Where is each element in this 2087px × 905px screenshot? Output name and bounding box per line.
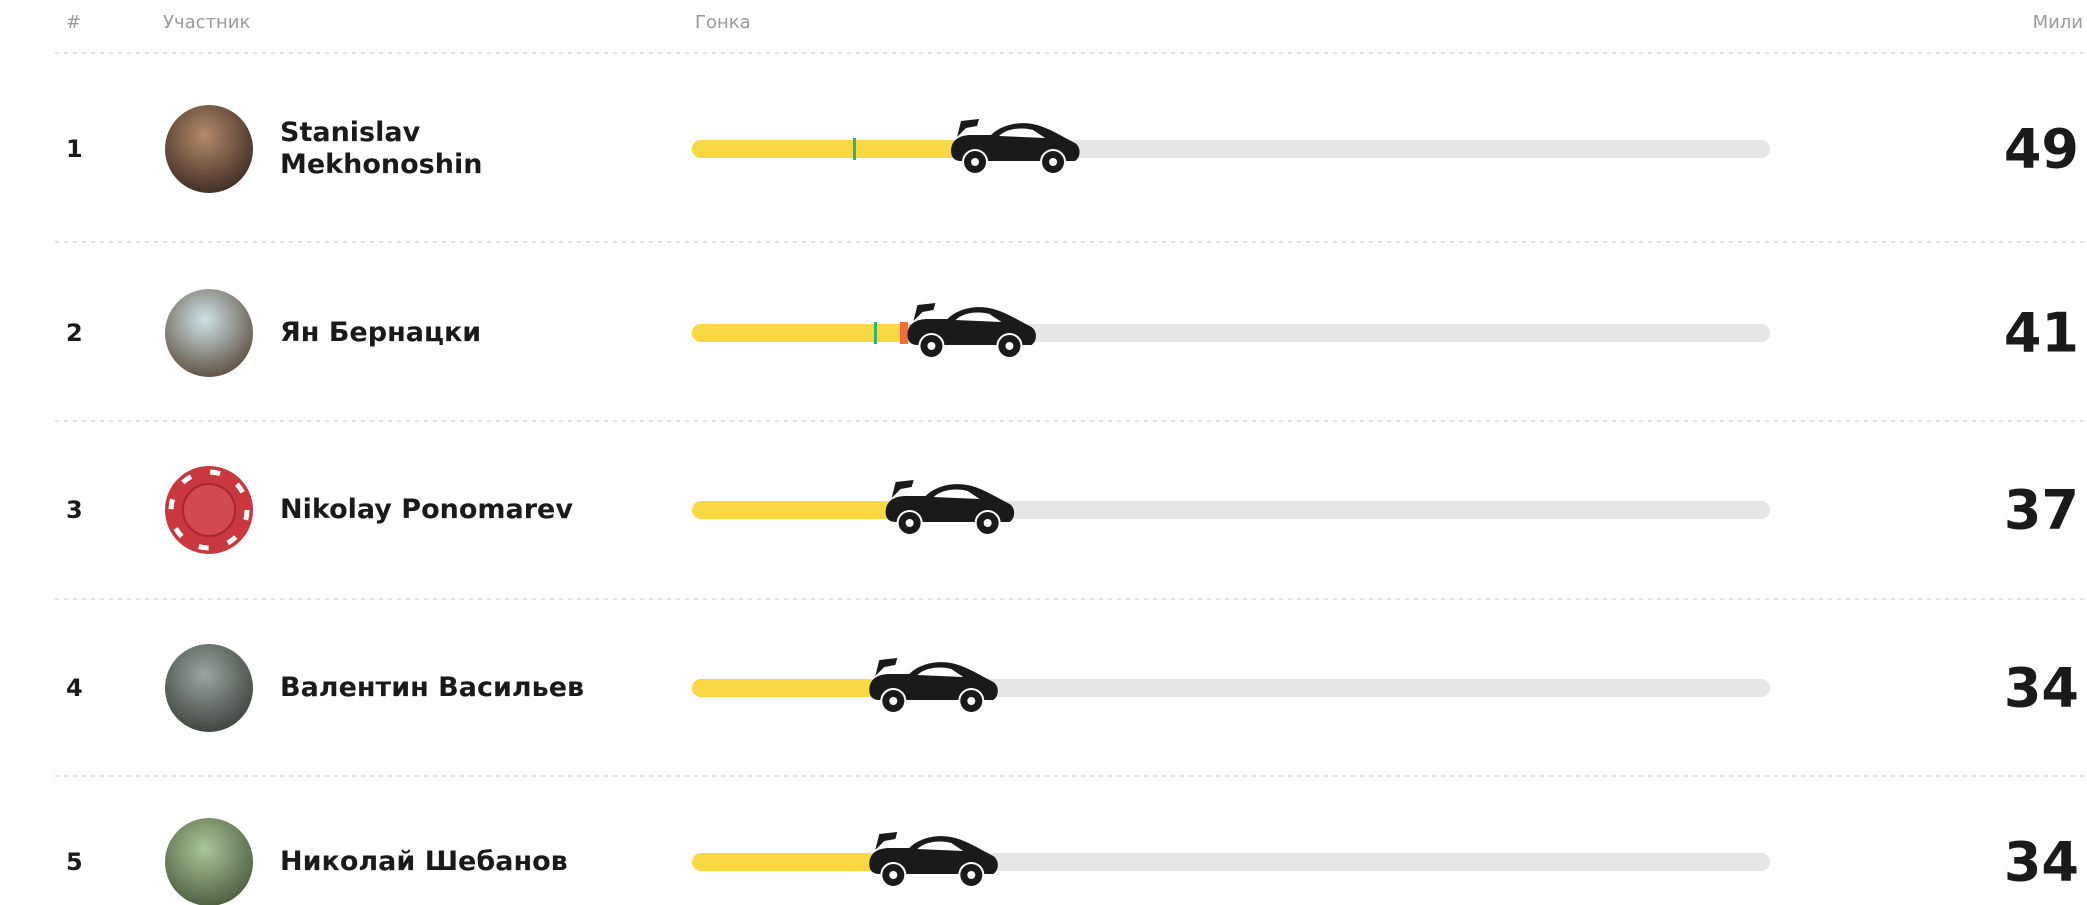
header-participant: Участник [163, 12, 250, 33]
race-progress [692, 140, 959, 158]
car-hub [984, 519, 992, 527]
marker [900, 322, 908, 344]
car-hub [1005, 342, 1013, 350]
car-hub [971, 158, 979, 166]
car-spoiler [892, 480, 914, 498]
car-icon [951, 119, 1080, 174]
participant-name: Stanislav Mekhonoshin [280, 117, 630, 181]
rank: 4 [66, 674, 96, 702]
header-race: Гонка [695, 12, 751, 33]
car-hub [889, 871, 897, 879]
avatar-inner [183, 484, 235, 536]
miles-value: 49 [2004, 118, 2079, 181]
header-rank: # [66, 12, 81, 33]
race-progress [692, 853, 877, 871]
participant-name: Валентин Васильев [280, 672, 630, 704]
car-icon [886, 480, 1015, 535]
car-hub [967, 697, 975, 705]
leaderboard-page: # Участник Гонка Мили (() => { const dat… [0, 0, 2087, 905]
marker [874, 322, 877, 344]
car-hub [1049, 158, 1057, 166]
car-hub [927, 342, 935, 350]
miles-value: 41 [2004, 302, 2079, 365]
car-icon [869, 832, 998, 887]
car-spoiler [957, 119, 979, 137]
car-hub [906, 519, 914, 527]
car-hub [889, 697, 897, 705]
rank: 1 [66, 135, 96, 163]
avatar [165, 289, 253, 377]
header-miles: Мили [2033, 12, 2083, 33]
rank: 5 [66, 848, 96, 876]
miles-value: 34 [2004, 657, 2079, 720]
car-hub [967, 871, 975, 879]
car-spoiler [913, 303, 935, 321]
avatar [165, 818, 253, 905]
avatar [165, 644, 253, 732]
avatar [165, 105, 253, 193]
race-progress [692, 679, 877, 697]
car-spoiler [875, 832, 897, 850]
car-spoiler [875, 658, 897, 676]
car-icon [907, 303, 1035, 358]
participant-name: Ян Бернацки [280, 317, 630, 349]
rank: 2 [66, 319, 96, 347]
car-icon [869, 658, 998, 713]
participant-name: Николай Шебанов [280, 846, 630, 878]
marker [853, 138, 856, 160]
miles-value: 37 [2004, 479, 2079, 542]
participant-name: Nikolay Ponomarev [280, 494, 630, 526]
race-progress [692, 324, 915, 342]
race-progress [692, 501, 894, 519]
miles-value: 34 [2004, 831, 2079, 894]
rank: 3 [66, 496, 96, 524]
